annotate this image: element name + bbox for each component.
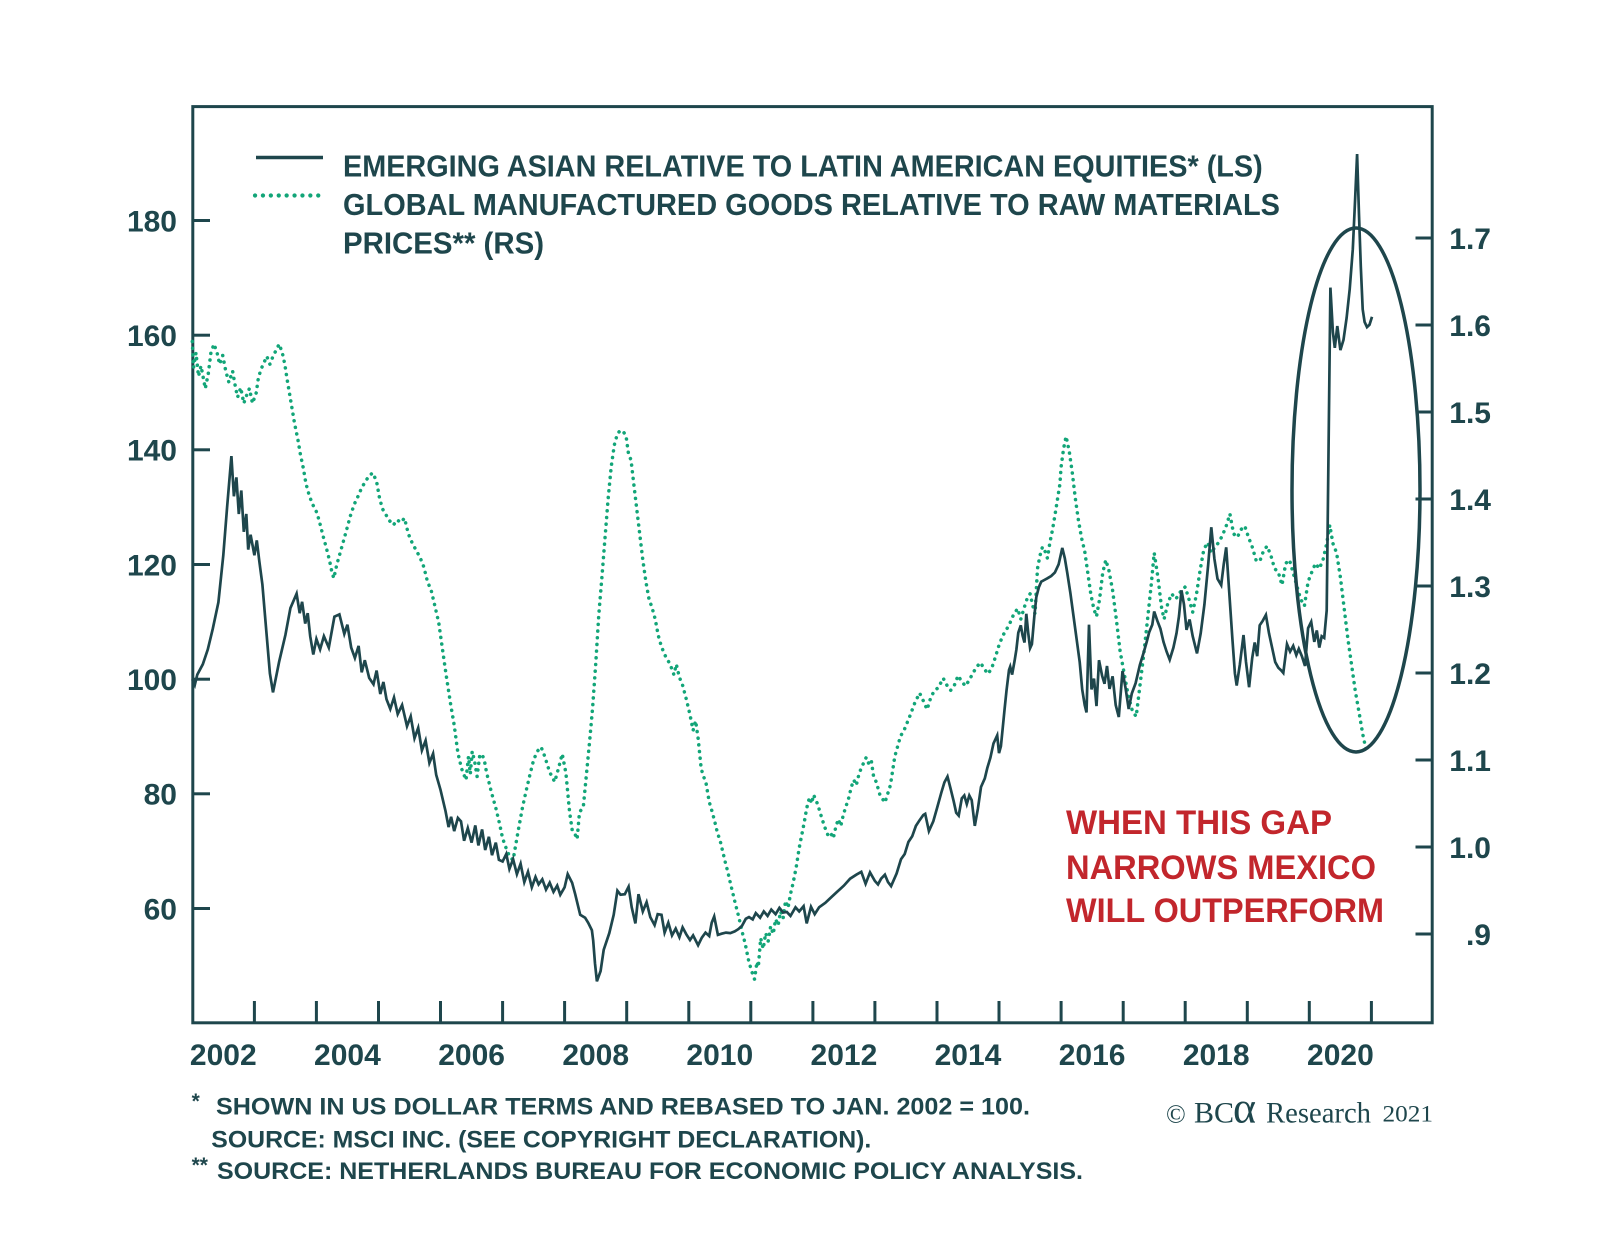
svg-text:*: * <box>192 1090 201 1113</box>
svg-text:Research: Research <box>1266 1097 1371 1130</box>
svg-text:.9: .9 <box>1466 919 1491 952</box>
svg-text:2016: 2016 <box>1059 1039 1126 1072</box>
svg-text:EMERGING ASIAN RELATIVE TO LAT: EMERGING ASIAN RELATIVE TO LATIN AMERICA… <box>343 149 1263 184</box>
svg-text:2004: 2004 <box>314 1039 381 1072</box>
svg-text:2014: 2014 <box>935 1039 1002 1072</box>
svg-text:120: 120 <box>127 549 177 582</box>
svg-text:GLOBAL MANUFACTURED GOODS RELA: GLOBAL MANUFACTURED GOODS RELATIVE TO RA… <box>343 187 1280 222</box>
svg-text:140: 140 <box>127 435 177 468</box>
svg-text:80: 80 <box>144 779 177 812</box>
svg-text:2018: 2018 <box>1183 1039 1250 1072</box>
svg-text:WHEN THIS GAP: WHEN THIS GAP <box>1066 804 1332 842</box>
svg-text:1.1: 1.1 <box>1449 745 1491 778</box>
svg-text:1.6: 1.6 <box>1449 310 1491 343</box>
svg-text:1.2: 1.2 <box>1449 658 1491 691</box>
svg-text:2012: 2012 <box>811 1039 878 1072</box>
svg-text:SHOWN IN US DOLLAR TERMS AND R: SHOWN IN US DOLLAR TERMS AND REBASED TO … <box>216 1094 1030 1121</box>
svg-text:1.5: 1.5 <box>1449 397 1491 430</box>
svg-text:160: 160 <box>127 320 177 353</box>
svg-text:©: © <box>1166 1100 1186 1129</box>
svg-text:100: 100 <box>127 664 177 697</box>
svg-text:2008: 2008 <box>562 1039 629 1072</box>
svg-text:60: 60 <box>144 893 177 926</box>
svg-text:NARROWS MEXICO: NARROWS MEXICO <box>1066 849 1376 887</box>
svg-text:SOURCE: NETHERLANDS BUREAU FOR: SOURCE: NETHERLANDS BUREAU FOR ECONOMIC … <box>217 1158 1083 1185</box>
svg-text:SOURCE: MSCI INC. (SEE COPYRIG: SOURCE: MSCI INC. (SEE COPYRIGHT DECLARA… <box>211 1127 871 1154</box>
svg-text:WILL OUTPERFORM: WILL OUTPERFORM <box>1066 892 1384 930</box>
svg-text:2021: 2021 <box>1383 1102 1434 1127</box>
svg-text:1.0: 1.0 <box>1449 832 1491 865</box>
svg-text:1.3: 1.3 <box>1449 571 1491 604</box>
svg-text:1.7: 1.7 <box>1449 223 1491 256</box>
svg-text:1.4: 1.4 <box>1449 484 1491 517</box>
svg-text:2006: 2006 <box>438 1039 505 1072</box>
svg-text:180: 180 <box>127 205 177 238</box>
svg-text:2010: 2010 <box>686 1039 753 1072</box>
svg-text:**: ** <box>192 1154 209 1177</box>
svg-text:α: α <box>1233 1084 1256 1133</box>
svg-text:PRICES** (RS): PRICES** (RS) <box>343 226 544 261</box>
svg-text:BC: BC <box>1194 1097 1234 1130</box>
svg-text:2020: 2020 <box>1307 1039 1374 1072</box>
svg-text:2002: 2002 <box>190 1039 257 1072</box>
